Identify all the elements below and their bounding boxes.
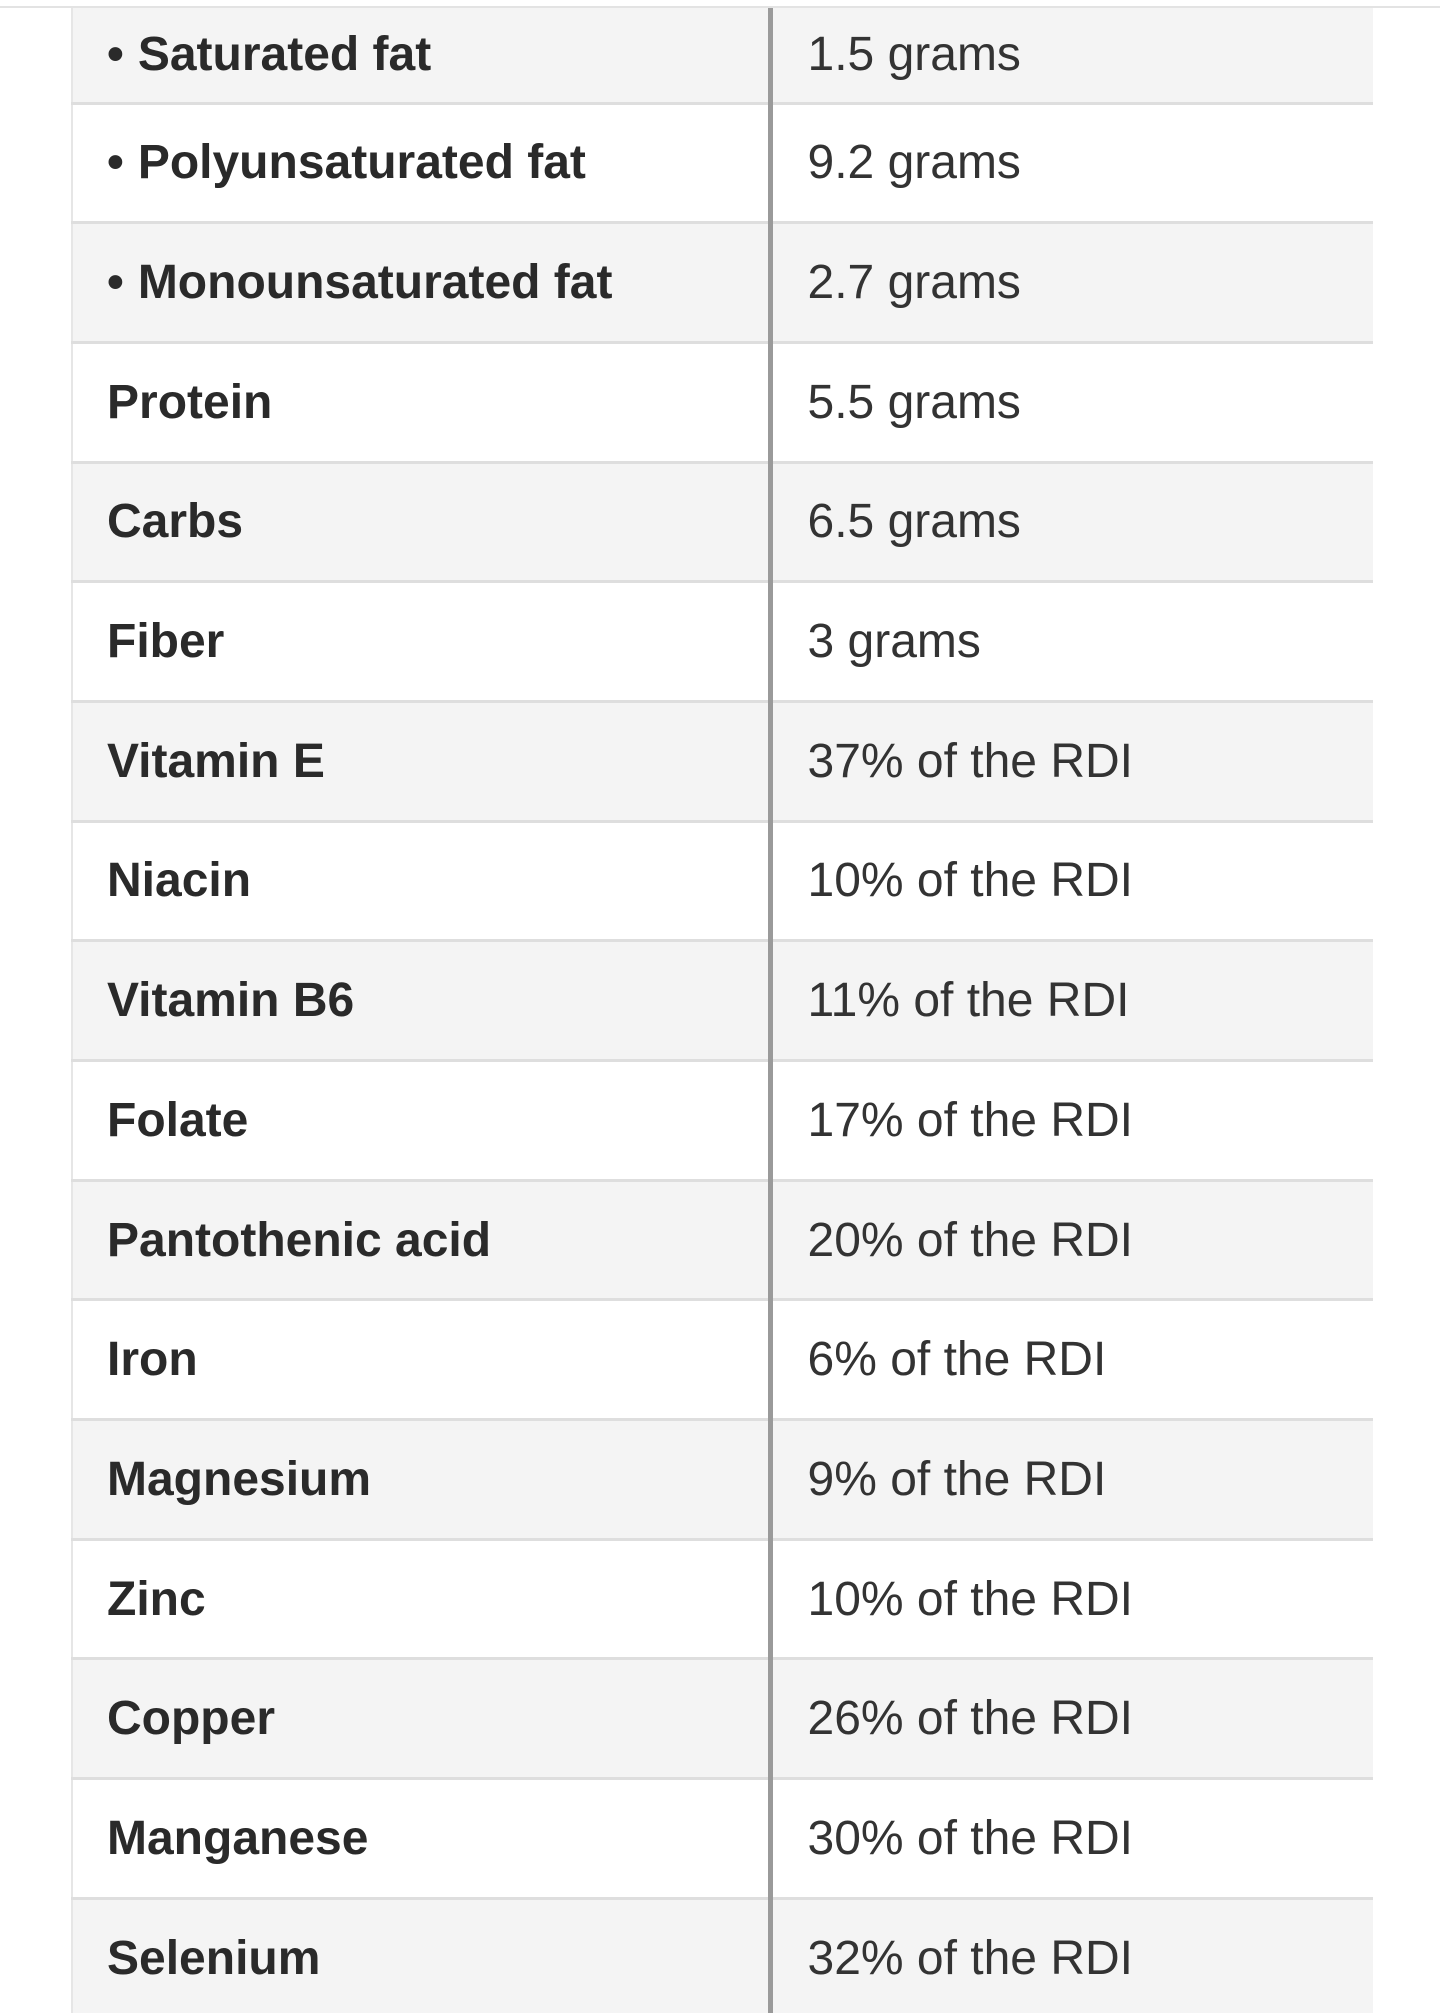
nutrient-name: Folate: [72, 1061, 770, 1181]
nutrient-name: Niacin: [72, 821, 770, 941]
nutrient-amount: 2.7 grams: [770, 223, 1373, 343]
bullet-marker: •: [107, 135, 124, 190]
table-row: Vitamin E 37% of the RDI: [72, 701, 1373, 821]
nutrient-amount: 17% of the RDI: [770, 1061, 1373, 1181]
nutrient-amount: 5.5 grams: [770, 342, 1373, 462]
table-row: Niacin 10% of the RDI: [72, 821, 1373, 941]
nutrient-amount: 6% of the RDI: [770, 1300, 1373, 1420]
nutrient-name: Selenium: [72, 1898, 770, 2013]
nutrient-amount: 9% of the RDI: [770, 1420, 1373, 1540]
table-row: Copper 26% of the RDI: [72, 1659, 1373, 1779]
bullet-marker: •: [107, 27, 124, 82]
nutrient-amount: 20% of the RDI: [770, 1180, 1373, 1300]
nutrient-amount: 37% of the RDI: [770, 701, 1373, 821]
nutrient-amount: 3 grams: [770, 582, 1373, 702]
nutrient-amount: 10% of the RDI: [770, 821, 1373, 941]
table-row: Folate 17% of the RDI: [72, 1061, 1373, 1181]
nutrient-name: Fiber: [72, 582, 770, 702]
table-row: Fiber 3 grams: [72, 582, 1373, 702]
table-row: Selenium 32% of the RDI: [72, 1898, 1373, 2013]
nutrient-amount: 10% of the RDI: [770, 1539, 1373, 1659]
nutrient-name-cell: • Saturated fat: [72, 8, 770, 103]
table-row: Vitamin B6 11% of the RDI: [72, 941, 1373, 1061]
table-row: Pantothenic acid 20% of the RDI: [72, 1180, 1373, 1300]
nutrient-amount: 9.2 grams: [770, 103, 1373, 223]
nutrient-name: Carbs: [72, 462, 770, 582]
nutrient-name: Polyunsaturated fat: [138, 136, 586, 189]
nutrition-table: • Saturated fat 1.5 grams • Polyunsaturate…: [71, 8, 1373, 2013]
nutrient-amount: 30% of the RDI: [770, 1779, 1373, 1899]
bullet-marker: •: [107, 255, 124, 310]
nutrient-name: Saturated fat: [138, 28, 431, 81]
nutrient-name-cell: • Monounsaturated fat: [72, 223, 770, 343]
nutrient-amount: 11% of the RDI: [770, 941, 1373, 1061]
nutrient-name: Vitamin E: [72, 701, 770, 821]
nutrient-name: Protein: [72, 342, 770, 462]
nutrient-name: Manganese: [72, 1779, 770, 1899]
table-row: Zinc 10% of the RDI: [72, 1539, 1373, 1659]
nutrient-name: Zinc: [72, 1539, 770, 1659]
nutrient-name: Magnesium: [72, 1420, 770, 1540]
nutrient-name: Iron: [72, 1300, 770, 1420]
nutrient-name-cell: • Polyunsaturated fat: [72, 103, 770, 223]
table-row: • Polyunsaturated fat 9.2 grams: [72, 103, 1373, 223]
nutrient-amount: 26% of the RDI: [770, 1659, 1373, 1779]
nutrient-name: Pantothenic acid: [72, 1180, 770, 1300]
nutrient-amount: 6.5 grams: [770, 462, 1373, 582]
nutrition-table-container: • Saturated fat 1.5 grams • Polyunsaturate…: [71, 8, 1372, 2006]
nutrient-amount: 1.5 grams: [770, 8, 1373, 103]
table-row: Magnesium 9% of the RDI: [72, 1420, 1373, 1540]
nutrient-name: Vitamin B6: [72, 941, 770, 1061]
table-row: Protein 5.5 grams: [72, 342, 1373, 462]
table-row: Carbs 6.5 grams: [72, 462, 1373, 582]
table-row: • Saturated fat 1.5 grams: [72, 8, 1373, 103]
nutrient-amount: 32% of the RDI: [770, 1898, 1373, 2013]
nutrient-name: Monounsaturated fat: [138, 256, 613, 309]
table-row: Manganese 30% of the RDI: [72, 1779, 1373, 1899]
table-row: Iron 6% of the RDI: [72, 1300, 1373, 1420]
nutrient-name: Copper: [72, 1659, 770, 1779]
table-row: • Monounsaturated fat 2.7 grams: [72, 223, 1373, 343]
nutrition-table-body: • Saturated fat 1.5 grams • Polyunsaturate…: [72, 8, 1373, 2013]
